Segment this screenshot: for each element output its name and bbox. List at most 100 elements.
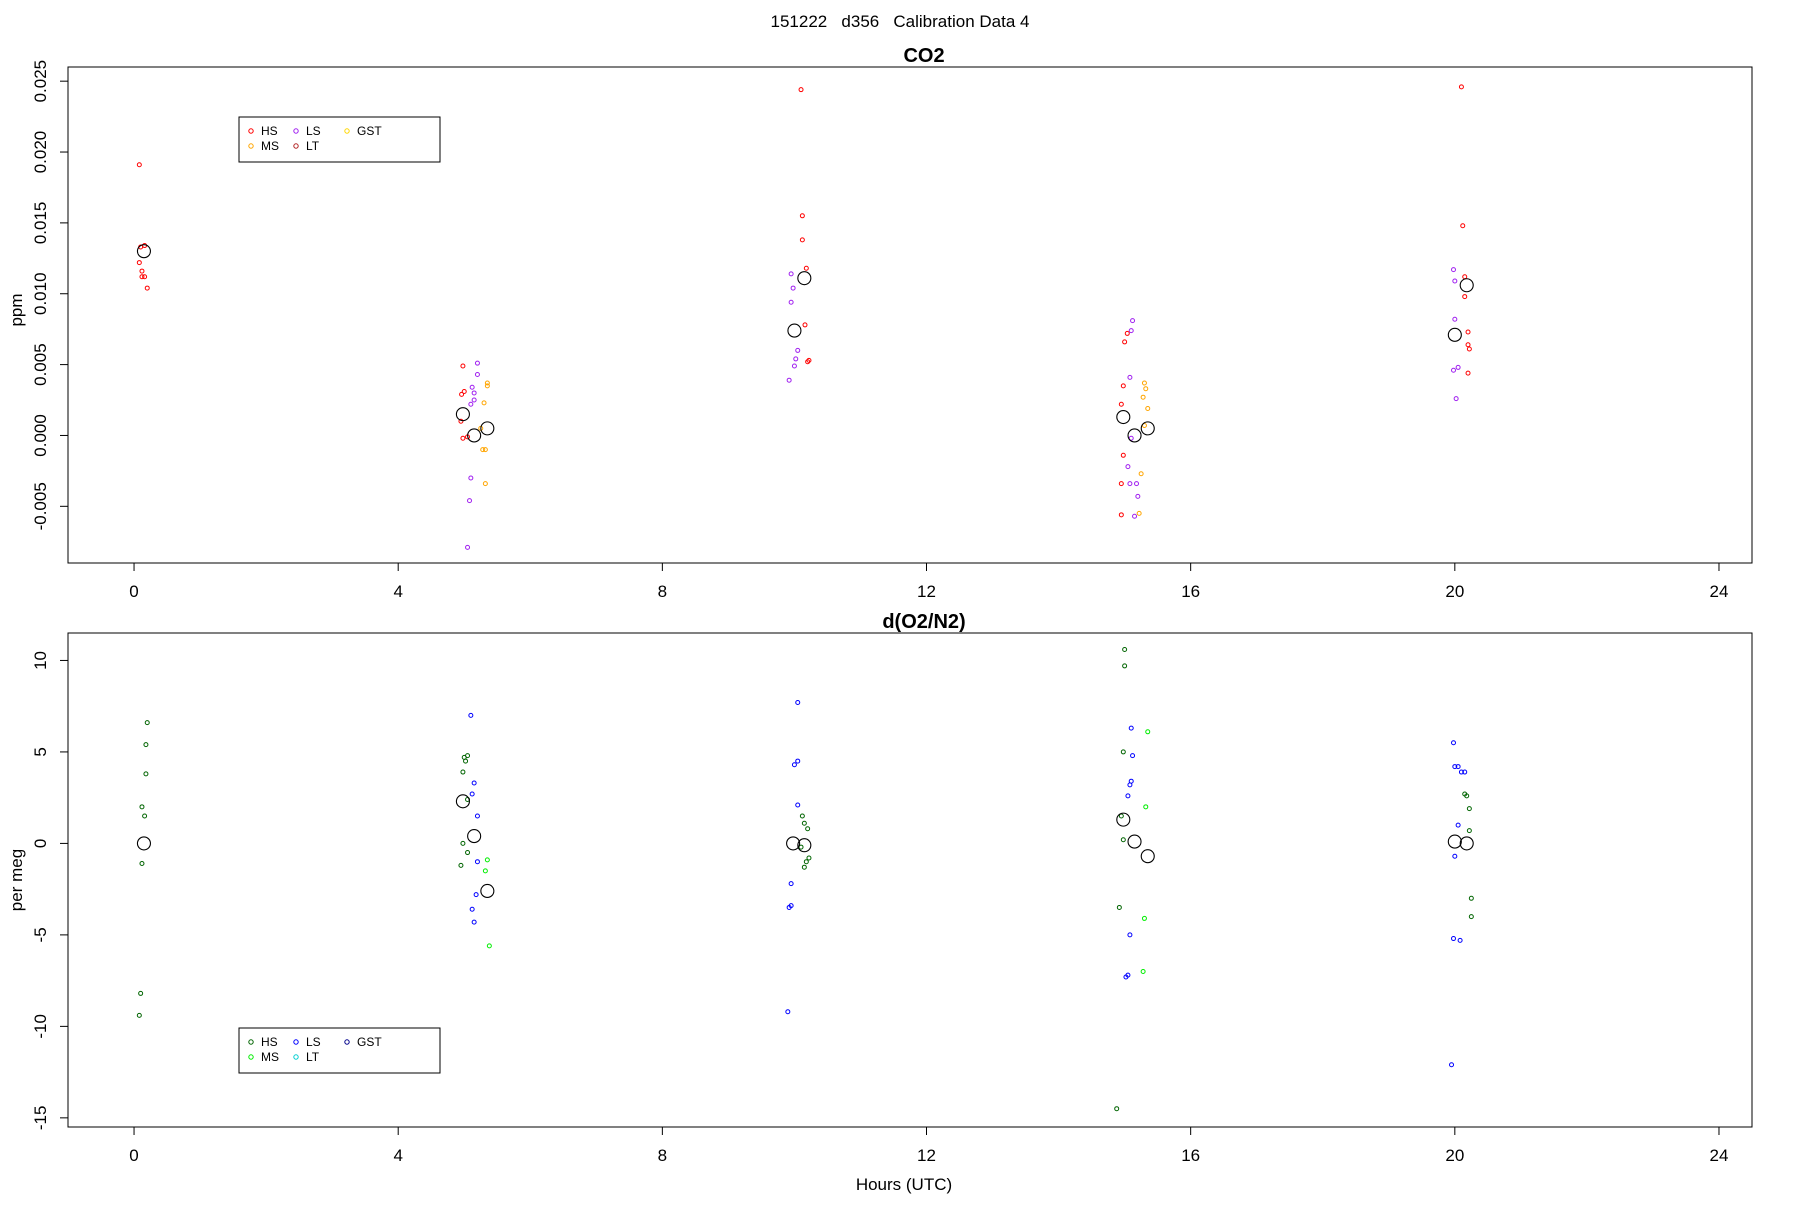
co2-point-ls: [793, 356, 799, 362]
co2-point-ls: [790, 285, 796, 291]
co2-point-ls: [1451, 367, 1457, 373]
co2-point-hs: [460, 363, 466, 369]
co2-xtick-label: 4: [393, 582, 402, 601]
co2-point-ls: [795, 347, 801, 353]
o2n2-point-ls: [474, 813, 480, 819]
co2-point-mean: [1127, 428, 1142, 443]
co2-point-ls: [1452, 278, 1458, 284]
co2-point-ls: [1134, 481, 1140, 487]
co2-point-hs: [1118, 512, 1124, 518]
o2n2-point-ls: [791, 762, 797, 768]
o2n2-xlabel: Hours (UTC): [856, 1175, 952, 1194]
o2n2-point-ls: [795, 700, 801, 706]
co2-point-hs: [139, 268, 145, 274]
o2n2-plot-frame: [67, 632, 1753, 1128]
o2n2-point-mean: [1459, 836, 1474, 851]
co2-xtick-label: 24: [1710, 582, 1729, 601]
o2n2-point-ls: [1452, 764, 1458, 770]
o2n2-point-ls: [1462, 769, 1468, 775]
o2n2-point-ls: [1451, 936, 1457, 942]
co2-point-ms: [1145, 406, 1151, 412]
co2-point-ls: [1127, 374, 1133, 380]
o2n2-point-hs: [460, 840, 466, 846]
co2-point-hs: [460, 435, 466, 441]
o2n2-xtick-label: 12: [917, 1146, 936, 1165]
co2-point-ms: [1143, 386, 1149, 392]
o2n2-legend-label-lt: LT: [306, 1050, 320, 1064]
co2-point-hs: [1124, 330, 1130, 336]
co2-ytick-label: 0.025: [31, 60, 50, 103]
o2n2-point-hs: [143, 742, 149, 748]
o2n2-point-ls: [471, 919, 477, 925]
o2n2-point-mean: [480, 883, 495, 899]
figure-suptitle: 151222 d356 Calibration Data 4: [771, 12, 1030, 31]
o2n2-point-ms: [1145, 729, 1151, 735]
co2-point-hs: [1458, 84, 1464, 90]
o2n2-legend-label-gst: GST: [357, 1035, 382, 1049]
co2-point-ls: [791, 363, 797, 369]
co2-panel: CO2 ppm 0 4 8 12 16 20 24 -0.005 0.000 0.005 0.010…: [7, 45, 1753, 601]
o2n2-point-ms: [1143, 804, 1149, 810]
co2-point-hs: [1462, 274, 1468, 280]
o2n2-point-hs: [465, 850, 471, 856]
co2-point-hs: [799, 237, 805, 243]
o2n2-point-ls: [1451, 740, 1457, 746]
o2n2-point-hs: [1122, 663, 1128, 669]
o2n2-ylabel: per meg: [7, 849, 26, 911]
co2-point-mean: [136, 244, 151, 259]
co2-point-ls: [471, 390, 477, 396]
o2n2-point-ls: [1457, 937, 1463, 943]
co2-point-hs: [139, 274, 145, 280]
o2n2-point-ls: [473, 892, 479, 898]
co2-point-ls: [1127, 481, 1133, 487]
o2n2-point-hs: [806, 855, 812, 861]
o2n2-xtick-label: 4: [393, 1146, 402, 1165]
co2-point-hs: [1118, 481, 1124, 487]
co2-ytick-label: 0.015: [31, 202, 50, 245]
o2n2-point-ls: [1128, 725, 1134, 731]
co2-point-hs: [799, 213, 805, 219]
co2-point-ls: [1130, 318, 1136, 324]
o2n2-point-hs: [1468, 895, 1474, 901]
co2-legend-label-gst: GST: [357, 124, 382, 138]
o2n2-point-hs: [139, 861, 145, 867]
o2n2-point-ls: [788, 881, 794, 887]
co2-point-mean: [1140, 421, 1155, 436]
o2n2-xtick-label: 16: [1181, 1146, 1200, 1165]
co2-point-ls: [469, 384, 475, 390]
o2n2-point-hs: [144, 720, 150, 726]
co2-ytick-label: 0.010: [31, 272, 50, 315]
o2n2-point-hs: [1120, 749, 1126, 755]
o2n2-ytick-label: -10: [31, 1014, 50, 1039]
co2-xtick-label: 0: [129, 582, 138, 601]
o2n2-xtick-label: 20: [1445, 1146, 1464, 1165]
co2-legend-marker-lt: [293, 143, 299, 149]
o2n2-point-mean: [1116, 812, 1131, 827]
co2-point-ls: [786, 377, 792, 383]
o2n2-legend-box: [238, 1027, 441, 1074]
o2n2-point-ls: [469, 906, 475, 912]
co2-point-ms: [482, 481, 488, 487]
co2-point-hs: [1465, 370, 1471, 376]
co2-point-hs: [458, 418, 464, 424]
o2n2-point-mean: [455, 794, 470, 809]
o2n2-legend-label-hs: HS: [261, 1035, 278, 1049]
co2-point-mean: [787, 323, 802, 338]
co2-point-ms: [484, 383, 490, 389]
o2n2-point-ls: [471, 780, 477, 786]
o2n2-point-ls: [795, 758, 801, 764]
co2-point-ls: [1132, 513, 1138, 519]
co2-point-hs: [136, 260, 142, 266]
co2-legend-marker-ls: [293, 128, 299, 134]
co2-point-mean: [467, 428, 482, 443]
o2n2-point-hs: [1466, 828, 1472, 834]
co2-point-ls: [468, 475, 474, 481]
co2-point-ls: [788, 299, 794, 305]
o2n2-point-mean: [1140, 849, 1155, 864]
o2n2-ytick-label: -5: [31, 927, 50, 942]
o2n2-point-hs: [143, 771, 149, 777]
co2-point-ms: [1136, 510, 1142, 516]
o2n2-point-mean: [797, 838, 812, 853]
o2n2-point-hs: [1122, 646, 1128, 652]
